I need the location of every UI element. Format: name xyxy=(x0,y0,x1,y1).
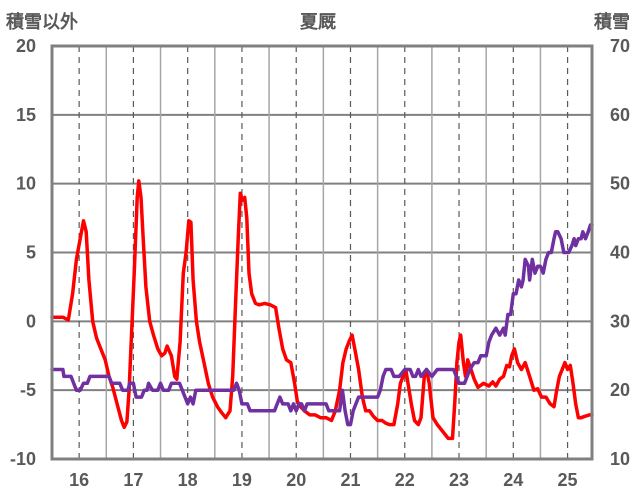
right-tick-label: 50 xyxy=(610,174,630,194)
series-group xyxy=(50,179,594,441)
x-tick-label: 16 xyxy=(69,470,89,490)
left-tick-label: 5 xyxy=(26,243,36,263)
other-series-line xyxy=(50,179,594,441)
right-axis-ticks: 10 20 30 40 50 60 70 xyxy=(610,36,630,469)
left-tick-label: -10 xyxy=(10,449,36,469)
right-tick-label: 10 xyxy=(610,449,630,469)
left-tick-label: -5 xyxy=(20,380,36,400)
left-tick-label: 10 xyxy=(16,174,36,194)
chart-title: 夏厩 xyxy=(300,12,336,32)
x-tick-label: 19 xyxy=(232,470,252,490)
left-tick-label: 0 xyxy=(26,311,36,331)
grid xyxy=(52,46,592,459)
left-axis-ticks: -10 -5 0 5 10 15 20 xyxy=(10,36,36,469)
x-tick-label: 22 xyxy=(395,470,415,490)
snow-depth-line xyxy=(50,223,594,427)
right-tick-label: 30 xyxy=(610,311,630,331)
plot-frame xyxy=(50,44,594,461)
right-tick-label: 40 xyxy=(610,243,630,263)
x-tick-label: 20 xyxy=(286,470,306,490)
left-axis-title: 積雪以外 xyxy=(5,11,78,32)
x-tick-label: 18 xyxy=(178,470,198,490)
right-tick-label: 70 xyxy=(610,36,630,56)
x-tick-label: 24 xyxy=(503,470,523,490)
right-axis-title: 積雪 xyxy=(593,11,630,32)
x-tick-label: 17 xyxy=(123,470,143,490)
x-axis-ticks: 16 17 18 19 20 21 22 23 24 25 xyxy=(69,470,577,490)
right-tick-label: 60 xyxy=(610,105,630,125)
left-tick-label: 15 xyxy=(16,105,36,125)
x-tick-label: 25 xyxy=(558,470,578,490)
left-tick-label: 20 xyxy=(16,36,36,56)
x-tick-label: 21 xyxy=(340,470,360,490)
x-tick-label: 23 xyxy=(449,470,469,490)
right-tick-label: 20 xyxy=(610,380,630,400)
